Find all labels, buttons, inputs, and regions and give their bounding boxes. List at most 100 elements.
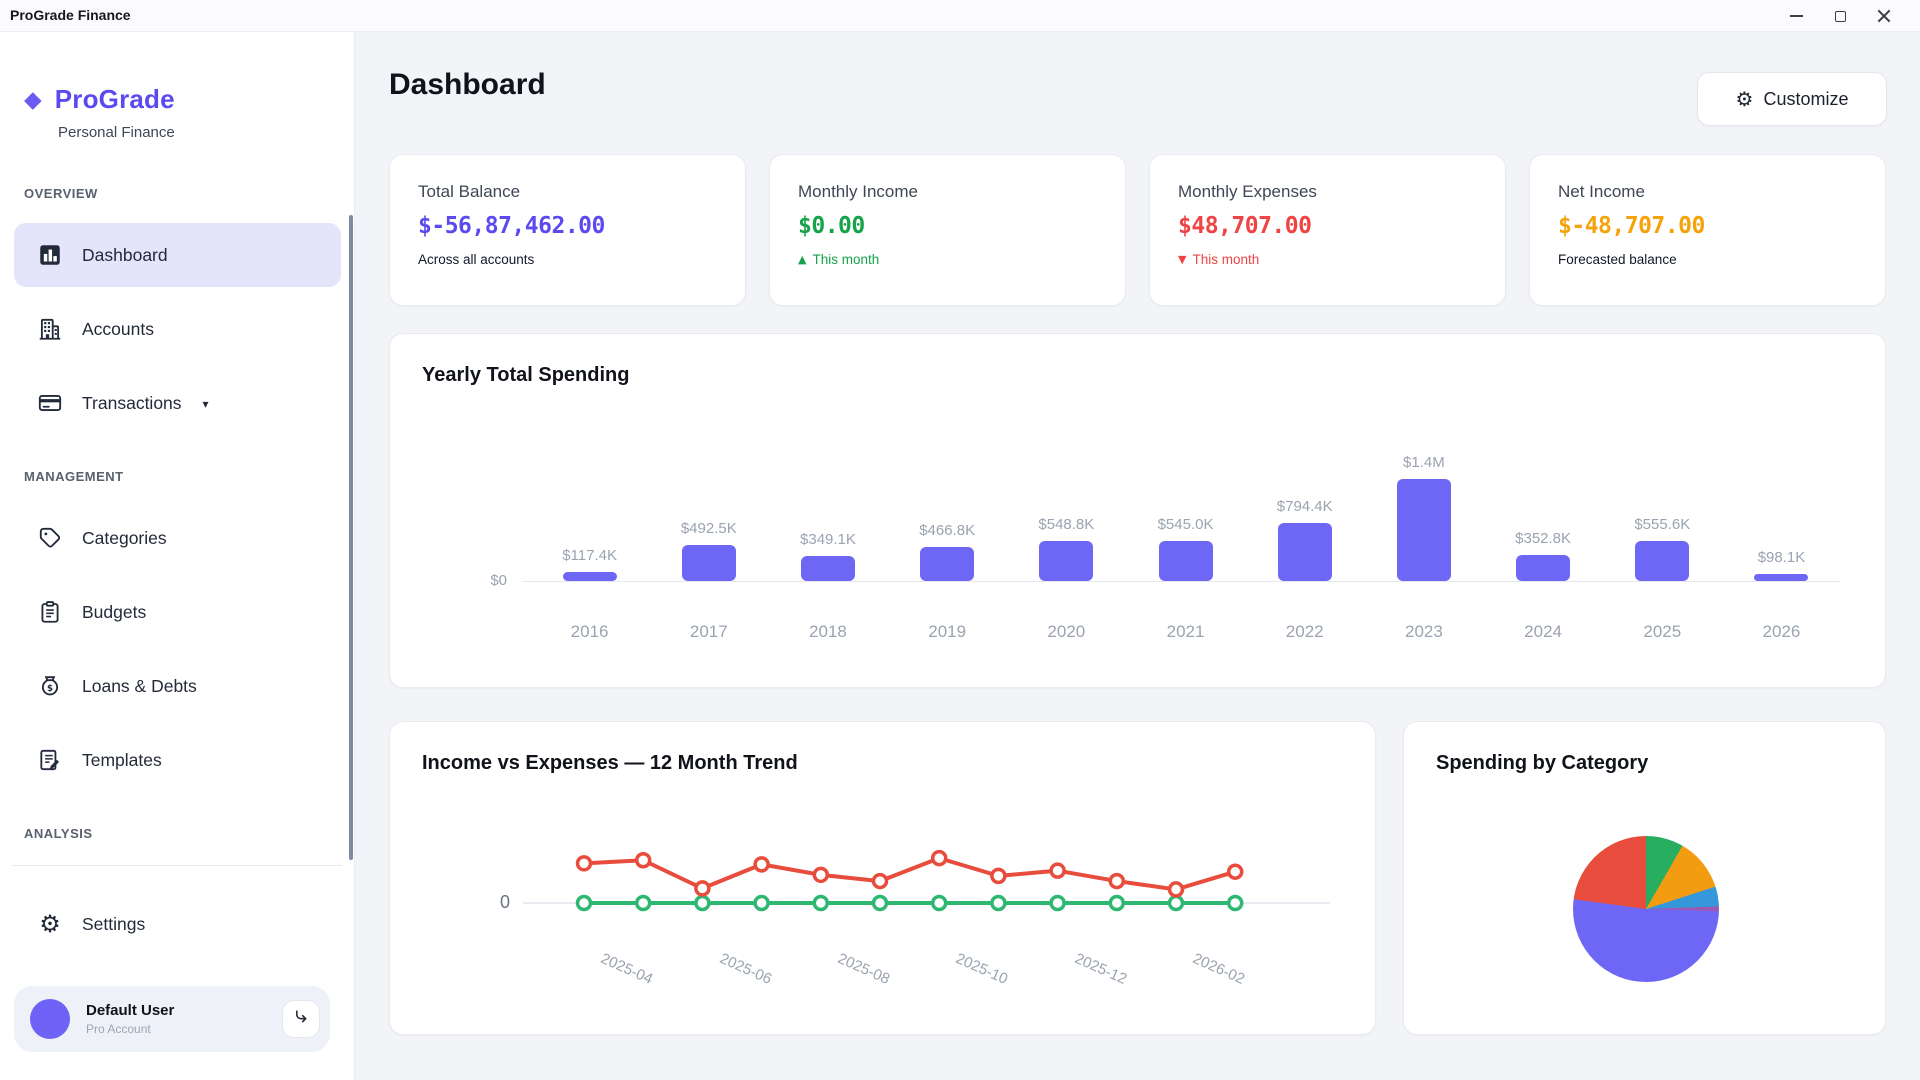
- maximize-button[interactable]: [1818, 0, 1862, 32]
- income-point: [1049, 894, 1066, 912]
- chart-title: Spending by Category: [1436, 752, 1649, 774]
- titlebar: ProGrade Finance: [0, 0, 1920, 32]
- gear-icon: ⚙: [1735, 87, 1754, 111]
- sidebar-item-transactions[interactable]: Transactions ▾: [14, 371, 341, 435]
- bar-chart-plot: $117.4K $492.5K $349.1K $466.8K $548.8K $545.…: [530, 431, 1841, 581]
- bar-value-label: $117.4K: [562, 547, 617, 564]
- bar: [1039, 541, 1094, 581]
- switch-account-button[interactable]: [282, 1000, 320, 1038]
- bar-column: $98.1K: [1722, 431, 1841, 581]
- bar-value-label: $545.0K: [1157, 516, 1214, 533]
- stat-subtext: ▼ This month: [1178, 252, 1260, 267]
- bar: [920, 547, 975, 581]
- user-plan: Pro Account: [86, 1022, 151, 1036]
- y-axis-zero-label: $0: [490, 572, 507, 589]
- sidebar-item-templates[interactable]: Templates: [14, 728, 341, 792]
- bar: [1158, 541, 1213, 581]
- bar-value-label: $352.8K: [1515, 530, 1572, 547]
- tag-icon: [37, 525, 63, 551]
- section-label-management: MANAGEMENT: [24, 469, 124, 484]
- bar-value-label: $466.8K: [919, 522, 976, 539]
- sidebar-item-dashboard[interactable]: Dashboard: [14, 223, 341, 287]
- income-point: [753, 894, 770, 912]
- window-title: ProGrade Finance: [10, 7, 131, 23]
- bar-column: $117.4K: [530, 431, 649, 581]
- income-point: [634, 894, 652, 912]
- user-card[interactable]: Default User Pro Account: [14, 986, 330, 1052]
- income-point: [1226, 894, 1244, 912]
- bar: [1516, 555, 1571, 581]
- x-tick-label: 2022: [1285, 622, 1324, 641]
- x-tick-label: 2024: [1524, 622, 1562, 641]
- bar: [1396, 479, 1451, 581]
- y-axis-zero-label: 0: [499, 892, 510, 912]
- expenses-point: [1108, 872, 1126, 890]
- stat-value: $-48,707.00: [1558, 213, 1705, 239]
- chevron-down-icon: ▾: [202, 397, 209, 411]
- minimize-button[interactable]: [1774, 0, 1818, 32]
- expenses-point: [1226, 863, 1244, 880]
- sidebar-item-label: Templates: [82, 749, 162, 770]
- x-tick-label: 2020: [1047, 622, 1086, 641]
- sidebar-item-label: Budgets: [82, 601, 147, 622]
- x-axis-tick-labels: 2016 2017 2018 2019 2020 2021 2022 2023 2024 2025…: [530, 622, 1841, 642]
- switch-account-icon: [291, 1007, 311, 1032]
- stat-label: Monthly Income: [798, 182, 918, 201]
- expenses-point: [812, 866, 830, 884]
- sidebar-item-categories[interactable]: Categories: [14, 506, 341, 570]
- bar-value-label: $555.6K: [1634, 516, 1691, 533]
- bar-value-label: $349.1K: [800, 531, 856, 548]
- bar-column: $1.4M: [1364, 431, 1483, 581]
- stat-value: $0.00: [798, 213, 865, 239]
- money-bag-icon: $: [37, 673, 63, 699]
- yearly-spending-card: Yearly Total Spending $0 $117.4K $492.5K $…: [389, 333, 1886, 688]
- bar-column: $349.1K: [768, 431, 887, 581]
- gear-icon: ⚙: [39, 910, 61, 938]
- sidebar-item-settings[interactable]: ⚙ Settings: [14, 892, 341, 956]
- section-label-analysis: ANALYSIS: [24, 826, 93, 841]
- bar-column: $555.6K: [1603, 431, 1722, 581]
- nav-list-overview: Dashboard Accounts Transactions: [0, 223, 354, 435]
- bar-column: $545.0K: [1126, 431, 1245, 581]
- user-meta: Default User Pro Account: [86, 1002, 266, 1036]
- income-expenses-trend-card: Income vs Expenses — 12 Month Trend 0 20…: [389, 721, 1376, 1035]
- bar-value-label: $98.1K: [1757, 549, 1806, 566]
- building-icon: [37, 316, 63, 342]
- clipboard-icon: [37, 599, 63, 625]
- sidebar-item-label: Loans & Debts: [82, 675, 197, 696]
- stat-subtext: Forecasted balance: [1558, 252, 1677, 267]
- stat-card-total-balance: Total Balance $-56,87,462.00 Across all …: [389, 154, 746, 306]
- sidebar-item-loans-debts[interactable]: $ Loans & Debts: [14, 654, 341, 718]
- x-tick-label: 2025: [1643, 622, 1682, 641]
- bar-column: $548.8K: [1007, 431, 1126, 581]
- svg-text:$: $: [47, 684, 53, 694]
- sidebar-item-label: Transactions: [82, 392, 182, 413]
- brand-subtitle: Personal Finance: [58, 124, 175, 141]
- bar: [1635, 541, 1690, 581]
- close-button[interactable]: [1862, 0, 1906, 32]
- stat-subtext: ▲ This month: [798, 252, 880, 267]
- minimize-icon: [1789, 15, 1803, 17]
- sidebar-scrollbar[interactable]: [349, 215, 353, 860]
- nav-list-management: Categories Budgets $ Loan: [0, 506, 354, 792]
- line-chart-plot: [523, 849, 1330, 912]
- bar: [562, 572, 617, 581]
- sidebar-item-budgets[interactable]: Budgets: [14, 580, 341, 644]
- income-point: [990, 894, 1007, 912]
- x-tick-label: 2019: [928, 622, 967, 641]
- customize-button[interactable]: ⚙ Customize: [1697, 72, 1887, 126]
- expenses-point: [753, 856, 770, 873]
- stat-value: $48,707.00: [1178, 213, 1312, 239]
- credit-card-icon: [37, 390, 63, 416]
- bar-column: $466.8K: [888, 431, 1007, 581]
- brand: ◆ ProGrade: [24, 84, 354, 115]
- income-point: [871, 894, 889, 912]
- bar: [681, 545, 736, 581]
- chart-title: Yearly Total Spending: [422, 364, 630, 386]
- bar: [800, 556, 855, 581]
- spending-by-category-card: Spending by Category: [1403, 721, 1886, 1035]
- page-title: Dashboard: [389, 68, 546, 101]
- customize-button-label: Customize: [1763, 88, 1849, 109]
- x-tick-label: 2016: [570, 622, 609, 641]
- sidebar-item-accounts[interactable]: Accounts: [14, 297, 341, 361]
